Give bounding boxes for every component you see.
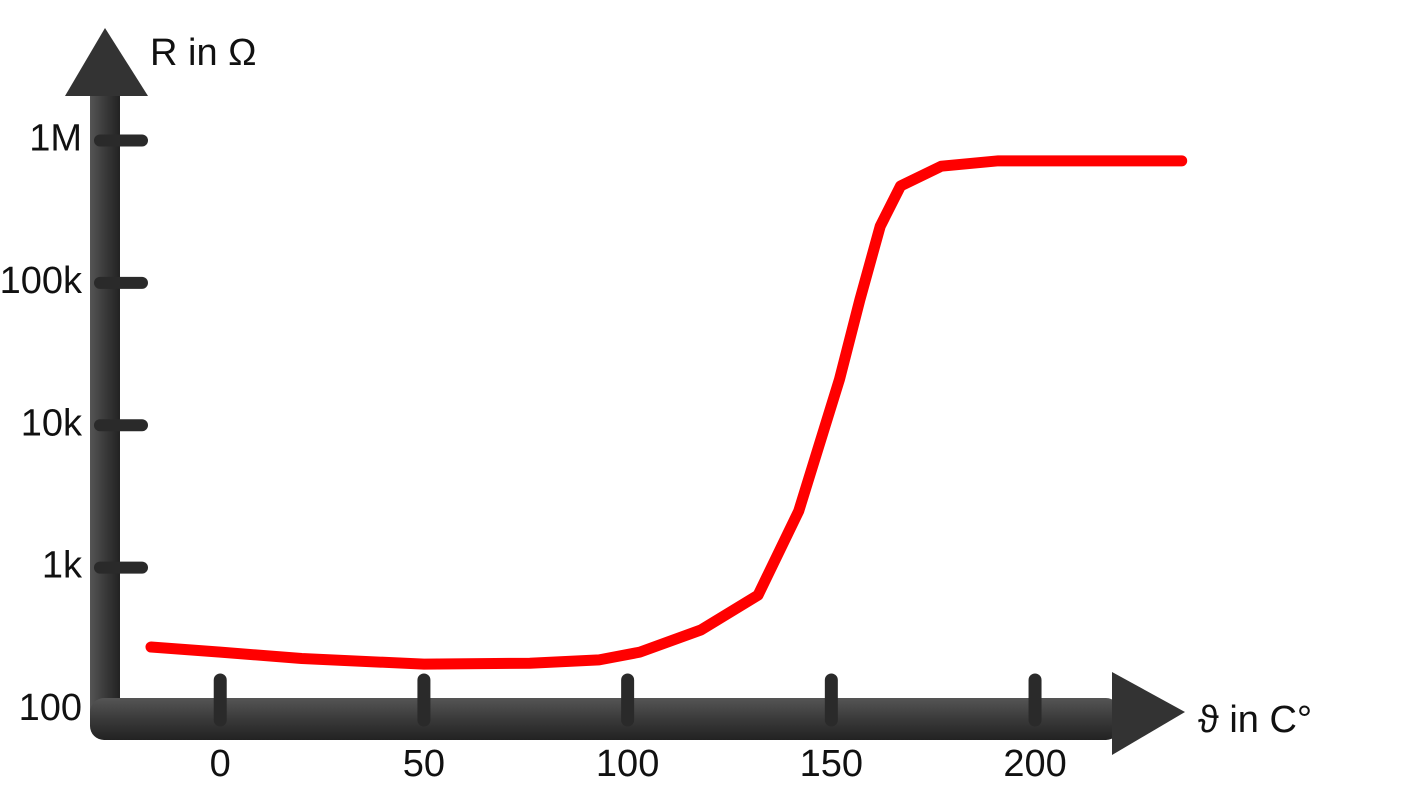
x-axis-label: ϑ in C° [1198, 699, 1312, 741]
x-tick-label: 200 [1003, 743, 1066, 785]
x-axis [90, 698, 1120, 740]
x-axis-arrow [1112, 672, 1185, 755]
x-tick-label: 100 [596, 743, 659, 785]
y-tick-label: 100 [19, 687, 82, 729]
data-line [145, 155, 1188, 670]
y-axis-arrow [65, 28, 148, 96]
y-tick-label: 1k [42, 545, 83, 587]
y-tick-label: 100k [0, 260, 83, 302]
x-tick-label: 50 [403, 743, 445, 785]
y-tick-label: 1M [29, 118, 82, 160]
y-axis [90, 90, 120, 720]
x-tick-label: 150 [800, 743, 863, 785]
y-axis-label: R in Ω [150, 32, 257, 74]
y-tick-label: 10k [21, 402, 83, 444]
x-tick-label: 0 [210, 743, 231, 785]
